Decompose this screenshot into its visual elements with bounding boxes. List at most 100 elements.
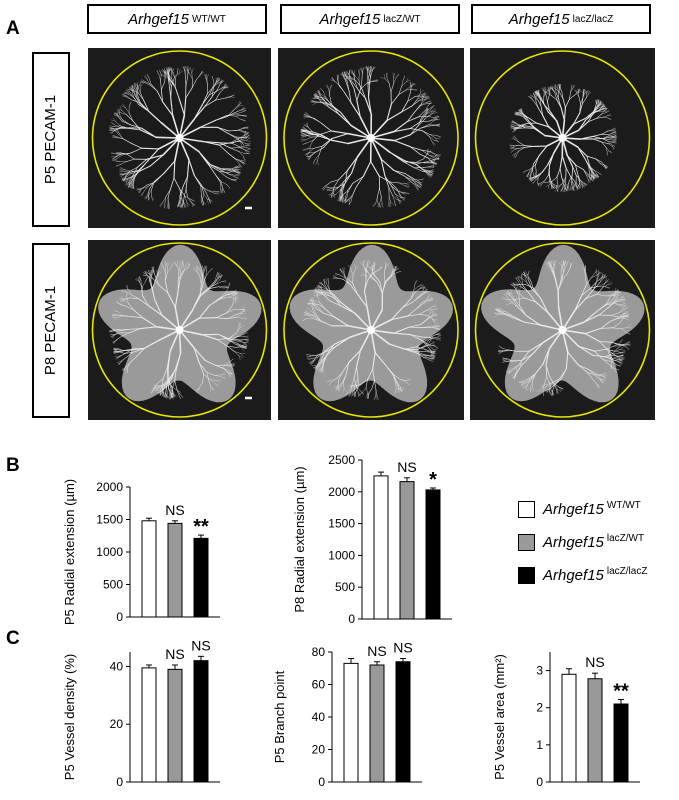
chart-p5-vessel-density: P5 Vessel density (%) 0 20 40 NS NS <box>60 637 220 795</box>
bar <box>613 703 629 783</box>
legend-item-lacz-wt: Arhgef15 lacZ/WT <box>518 533 644 551</box>
optic-nerve <box>367 134 375 142</box>
bar-chart-svg: P5 Vessel area (mm²) 0 1 2 3 NS ** <box>492 652 640 789</box>
legend-swatch <box>518 566 535 584</box>
vessel-network <box>302 260 441 400</box>
y-tick-label: 0 <box>116 775 123 789</box>
bar <box>373 475 389 620</box>
y-tick-label: 60 <box>312 678 326 692</box>
significance-label: NS <box>397 459 416 475</box>
retina-image-p5-lacz-wt <box>278 48 464 228</box>
chart-p5-radial-extension: P5 Radial extension (µm) 0 500 1000 1500 2000… <box>60 455 220 635</box>
optic-nerve <box>175 134 184 142</box>
bar <box>395 661 411 783</box>
y-tick-label: 1500 <box>96 513 123 527</box>
y-tick-label: 2 <box>536 701 543 715</box>
retina-svg <box>283 242 459 418</box>
significance-label: NS <box>191 640 210 653</box>
retina-image-p5-lacz-lacz <box>470 48 655 228</box>
row-label-p8: P8 PECAM-1 <box>32 243 70 418</box>
significance-label: ** <box>193 516 209 538</box>
retina-outline-circle <box>283 242 459 418</box>
y-axis-label: P5 Radial extension (µm) <box>62 479 77 625</box>
retina-tissue <box>98 244 262 403</box>
retina-tissue <box>289 244 453 403</box>
retina-image-p5-wt-wt <box>88 48 271 228</box>
bar <box>167 668 183 783</box>
legend-gene: Arhgef15 <box>543 501 604 518</box>
y-tick-label: 2000 <box>328 485 355 499</box>
chart-p5-vessel-area: P5 Vessel area (mm²) 0 1 2 3 NS ** <box>490 630 640 795</box>
bar-chart-svg: P5 Radial extension (µm) 0 500 1000 1500 2000… <box>62 479 220 625</box>
significance-label: NS <box>393 640 412 656</box>
y-tick-label: 40 <box>312 710 326 724</box>
significance-label: NS <box>367 643 386 659</box>
y-tick-label: 2000 <box>96 480 123 494</box>
chart-p5-branch-point: P5 Branch point 0 20 40 60 80 NS NS <box>270 640 430 795</box>
significance-label: * <box>429 469 437 491</box>
legend-gene: Arhgef15 <box>543 534 604 551</box>
bar <box>141 520 157 618</box>
retina-svg <box>474 50 651 226</box>
genotype-gene: Arhgef15 <box>508 10 570 28</box>
y-tick-label: 500 <box>103 578 123 592</box>
y-tick-label: 500 <box>335 580 355 594</box>
genotype-allele: WT/WT <box>192 13 226 25</box>
legend-item-wt-wt: Arhgef15 WT/WT <box>518 500 641 518</box>
vessel-network <box>108 66 251 210</box>
significance-label: NS <box>165 646 184 662</box>
vessel-network <box>494 260 632 396</box>
retina-image-p8-wt-wt <box>88 240 271 420</box>
y-axis-label: P5 Vessel area (mm²) <box>492 654 507 780</box>
genotype-gene: Arhgef15 <box>319 10 381 28</box>
retina-outline-circle <box>283 50 459 226</box>
bar-chart-svg: P5 Branch point 0 20 40 60 80 NS NS <box>272 640 422 789</box>
significance-label: NS <box>165 502 184 518</box>
retina-outline-circle <box>474 50 651 226</box>
genotype-allele: lacZ/WT <box>383 13 421 25</box>
retina-svg <box>91 50 268 226</box>
bar <box>399 481 415 620</box>
genotype-header-wt-wt: Arhgef15 WT/WT <box>87 4 267 34</box>
y-tick-label: 1000 <box>328 548 355 562</box>
genotype-gene: Arhgef15 <box>128 10 189 28</box>
y-tick-label: 20 <box>110 717 124 731</box>
y-tick-label: 1500 <box>328 517 355 531</box>
retina-outline-circle <box>474 242 651 418</box>
bar <box>343 662 359 783</box>
retina-svg <box>283 50 459 226</box>
y-tick-label: 0 <box>318 775 325 789</box>
bar <box>425 489 441 620</box>
panel-letter-a: A <box>6 18 20 39</box>
genotype-header-lacz-wt: Arhgef15 lacZ/WT <box>280 4 460 34</box>
panel-letter-b: B <box>6 455 20 476</box>
retina-outline-circle <box>91 242 268 418</box>
optic-nerve <box>367 326 375 334</box>
y-tick-label: 20 <box>312 743 326 757</box>
genotype-header-lacz-lacz: Arhgef15 lacZ/lacZ <box>471 4 651 34</box>
retina-image-p8-lacz-wt <box>278 240 464 420</box>
y-axis-label: P8 Radial extension (µm) <box>292 466 307 612</box>
chart-p8-radial-extension: P8 Radial extension (µm) 0 500 1000 1500 2000… <box>290 440 465 635</box>
bar <box>587 678 603 783</box>
bar <box>167 522 183 618</box>
retina-tissue <box>481 244 645 403</box>
bar <box>193 537 209 618</box>
y-tick-label: 3 <box>536 664 543 678</box>
y-tick-label: 80 <box>312 645 326 659</box>
y-tick-label: 2500 <box>328 453 355 467</box>
optic-nerve <box>558 326 567 334</box>
optic-nerve <box>175 326 184 334</box>
y-tick-label: 1000 <box>96 545 123 559</box>
row-label-p5: P5 PECAM-1 <box>32 52 70 227</box>
legend-swatch <box>518 533 535 551</box>
retina-svg <box>474 242 651 418</box>
retina-image-p8-lacz-lacz <box>470 240 655 420</box>
bar <box>193 660 209 783</box>
significance-label: ** <box>613 681 629 703</box>
legend-gene: Arhgef15 <box>543 567 604 584</box>
bar <box>369 664 385 783</box>
y-tick-label: 0 <box>536 775 543 789</box>
panel-letter-c: C <box>6 628 20 649</box>
legend-item-lacz-lacz: Arhgef15 lacZ/lacZ <box>518 566 647 584</box>
